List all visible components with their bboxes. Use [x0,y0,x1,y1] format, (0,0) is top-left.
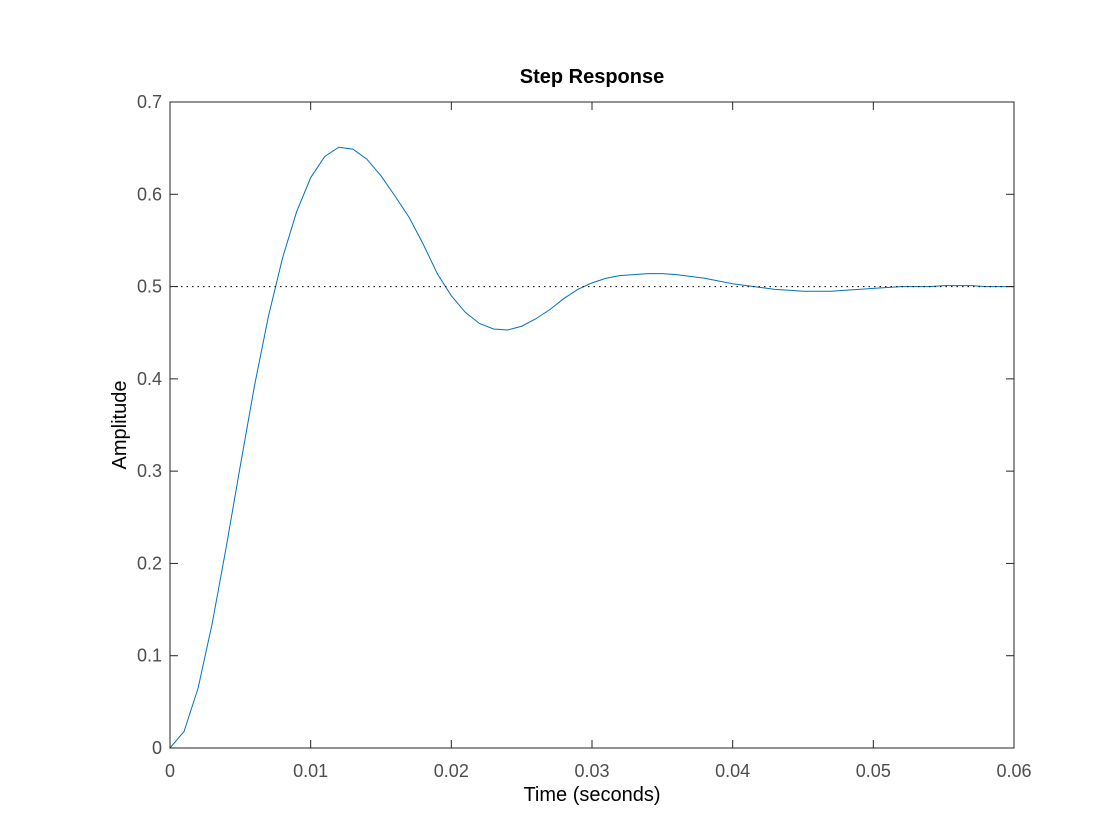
x-tick-label: 0.03 [574,761,609,781]
plot-area [170,102,1014,748]
y-tick-label: 0.5 [137,277,162,297]
chart-title: Step Response [520,66,664,88]
y-axis-title: Amplitude [109,381,131,470]
y-tick-labels: 0 0.1 0.2 0.3 0.4 0.5 0.6 0.7 [137,92,162,758]
x-tick-label: 0.04 [715,761,750,781]
y-tick-label: 0.4 [137,369,162,389]
x-tick-label: 0.01 [293,761,328,781]
x-tick-labels: 0 0.01 0.02 0.03 0.04 0.05 0.06 [165,761,1032,781]
y-tick-label: 0.3 [137,461,162,481]
step-response-line [169,146,1014,749]
y-tick-label: 0.1 [137,646,162,666]
series-layer [169,146,1014,749]
x-axis-title: Time (seconds) [523,784,660,806]
y-tick-label: 0.6 [137,184,162,204]
x-tick-label: 0.02 [434,761,469,781]
axes-box [169,101,1015,749]
x-tick-label: 0.06 [996,761,1031,781]
x-tick-label: 0 [165,761,175,781]
x-tick-label: 0.05 [856,761,891,781]
y-tick-label: 0.2 [137,553,162,573]
y-tick-label: 0 [152,738,162,758]
y-tick-label: 0.7 [137,92,162,112]
